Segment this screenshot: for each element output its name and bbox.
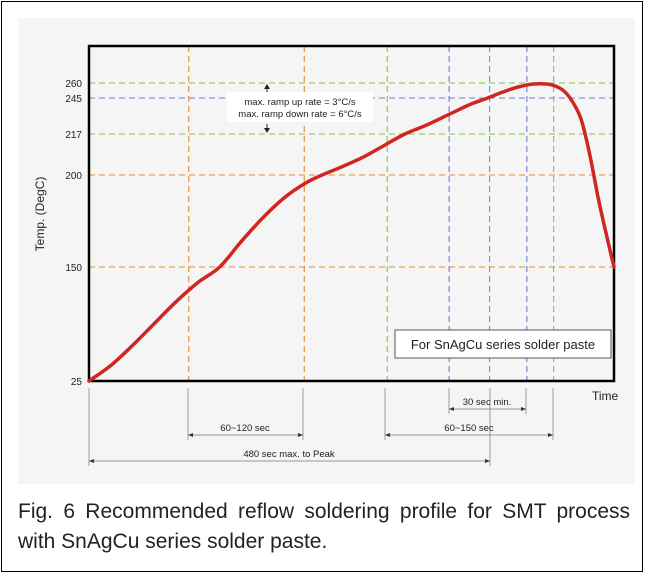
- tick-layer: 25 150 200 217 245 260: [65, 79, 82, 388]
- arrowhead: [548, 433, 553, 437]
- span-label-60-120: 60~120 sec: [220, 423, 270, 434]
- arrowhead: [449, 407, 454, 411]
- figure-caption: Fig. 6 Recommended reflow soldering prof…: [18, 497, 630, 557]
- arrowhead: [188, 433, 193, 437]
- y-tick-label: 245: [65, 94, 82, 105]
- span-label-60-150: 60~150 sec: [444, 423, 494, 434]
- y-tick-label: 217: [65, 130, 82, 141]
- y-tick-label: 25: [71, 377, 83, 388]
- note-text: For SnAgCu series solder paste: [411, 337, 595, 352]
- arrowhead: [385, 433, 390, 437]
- span-label-30sec: 30 sec min.: [463, 397, 512, 408]
- y-tick-label: 200: [65, 171, 82, 182]
- y-tick-label: 150: [65, 263, 82, 274]
- y-axis-label: Temp. (DegC): [33, 177, 47, 252]
- ramp-down-text: max. ramp down rate = 6°C/s: [238, 109, 362, 120]
- arrowhead: [521, 407, 526, 411]
- arrowhead: [298, 433, 303, 437]
- y-tick-label: 260: [65, 79, 82, 90]
- x-axis-label: Time: [592, 389, 619, 403]
- span-label-480: 480 sec max. to Peak: [243, 449, 335, 460]
- arrowhead: [485, 459, 490, 463]
- arrowhead: [89, 459, 94, 463]
- time-annotations: 30 sec min. 60~120 sec 60~150 sec 480 se…: [89, 388, 553, 466]
- ramp-up-text: max. ramp up rate = 3°C/s: [244, 97, 355, 108]
